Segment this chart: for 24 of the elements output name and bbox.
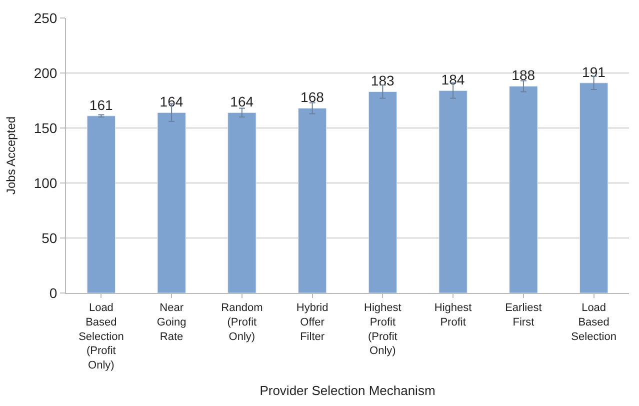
data-label: 184 — [441, 72, 465, 88]
y-tick-label: 100 — [34, 174, 58, 191]
y-tick-label: 150 — [34, 120, 58, 136]
data-label: 168 — [300, 89, 324, 106]
data-label: 161 — [89, 96, 113, 113]
x-tick-label: Random (Profit Only) — [221, 302, 263, 343]
data-label: 188 — [512, 67, 536, 84]
data-label: 164 — [160, 94, 184, 110]
y-tick-label: 250 — [34, 10, 58, 26]
x-tick-label: Load Based Selection — [571, 302, 616, 343]
y-tick-label: 200 — [34, 64, 58, 81]
y-tick-label: 0 — [49, 284, 58, 301]
x-tick-label: Earliest First — [505, 302, 542, 328]
y-tick-label: 50 — [42, 230, 58, 246]
data-label: 183 — [370, 72, 394, 89]
data-label: 164 — [230, 94, 254, 110]
data-label: 191 — [582, 64, 606, 80]
y-axis-title: Jobs Accepted — [4, 116, 18, 195]
x-axis-title: Provider Selection Mechanism — [260, 383, 436, 398]
x-tick-label: Near Going Rate — [156, 302, 186, 343]
x-tick-label: Highest Profit (Profit Only) — [364, 302, 402, 358]
x-tick-label: Highest Profit — [434, 302, 472, 328]
x-tick-label: Load Based Selection (Profit Only) — [78, 302, 124, 372]
x-tick-label: Hybrid Offer Filter — [296, 302, 328, 343]
